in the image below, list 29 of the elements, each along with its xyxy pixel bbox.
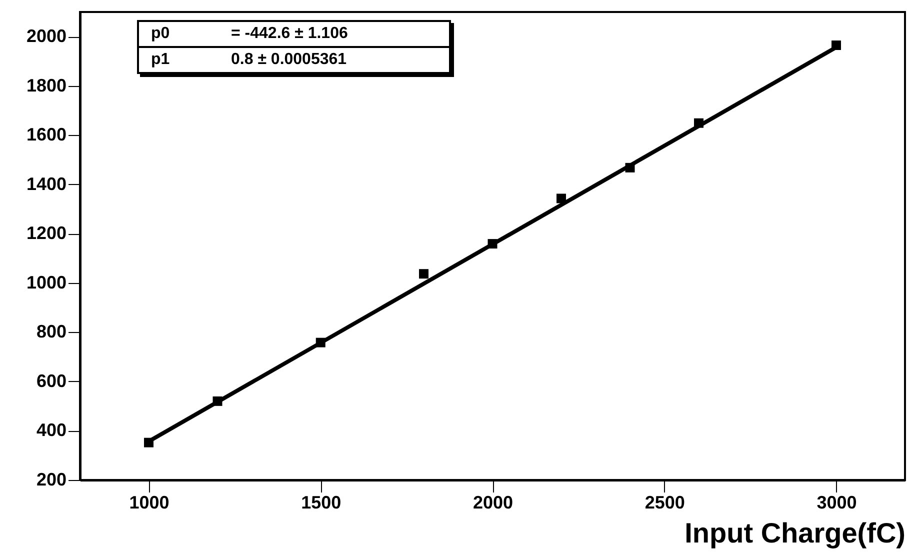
y-tick-label: 1400: [26, 174, 66, 194]
x-tick-label: 2500: [644, 492, 685, 512]
point: [488, 239, 498, 249]
point: [694, 118, 704, 128]
annotation: p0: [150, 25, 171, 43]
y-tick-label: 2000: [26, 26, 66, 46]
y-tick-label: 400: [36, 420, 66, 440]
y-tick-label: 800: [36, 322, 66, 342]
y-tick-label: 600: [36, 370, 66, 391]
point: [212, 396, 222, 406]
annotation: = -442.6 ± 1.106: [230, 25, 349, 43]
point: [556, 194, 566, 204]
y-tick-label: 200: [36, 470, 66, 490]
y-tick-label: 1800: [26, 75, 66, 96]
x-tick-label: 2000: [472, 492, 514, 512]
point: [316, 338, 326, 348]
point: [419, 269, 428, 279]
annotation: p1: [150, 51, 171, 69]
x-tick-label: 1500: [301, 492, 342, 512]
annotation: 0.8 ± 0.0005361: [230, 51, 348, 69]
point: [144, 438, 154, 448]
y-tick-label: 1200: [26, 223, 66, 244]
point: [625, 162, 635, 172]
x-axis-title: Input Charge(fC): [684, 518, 906, 548]
y-tick-label: 1600: [26, 124, 66, 145]
y-tick-label: 1000: [26, 272, 66, 292]
point: [832, 40, 841, 50]
x-tick-label: 3000: [816, 492, 857, 512]
x-tick-label: 1000: [129, 492, 170, 512]
